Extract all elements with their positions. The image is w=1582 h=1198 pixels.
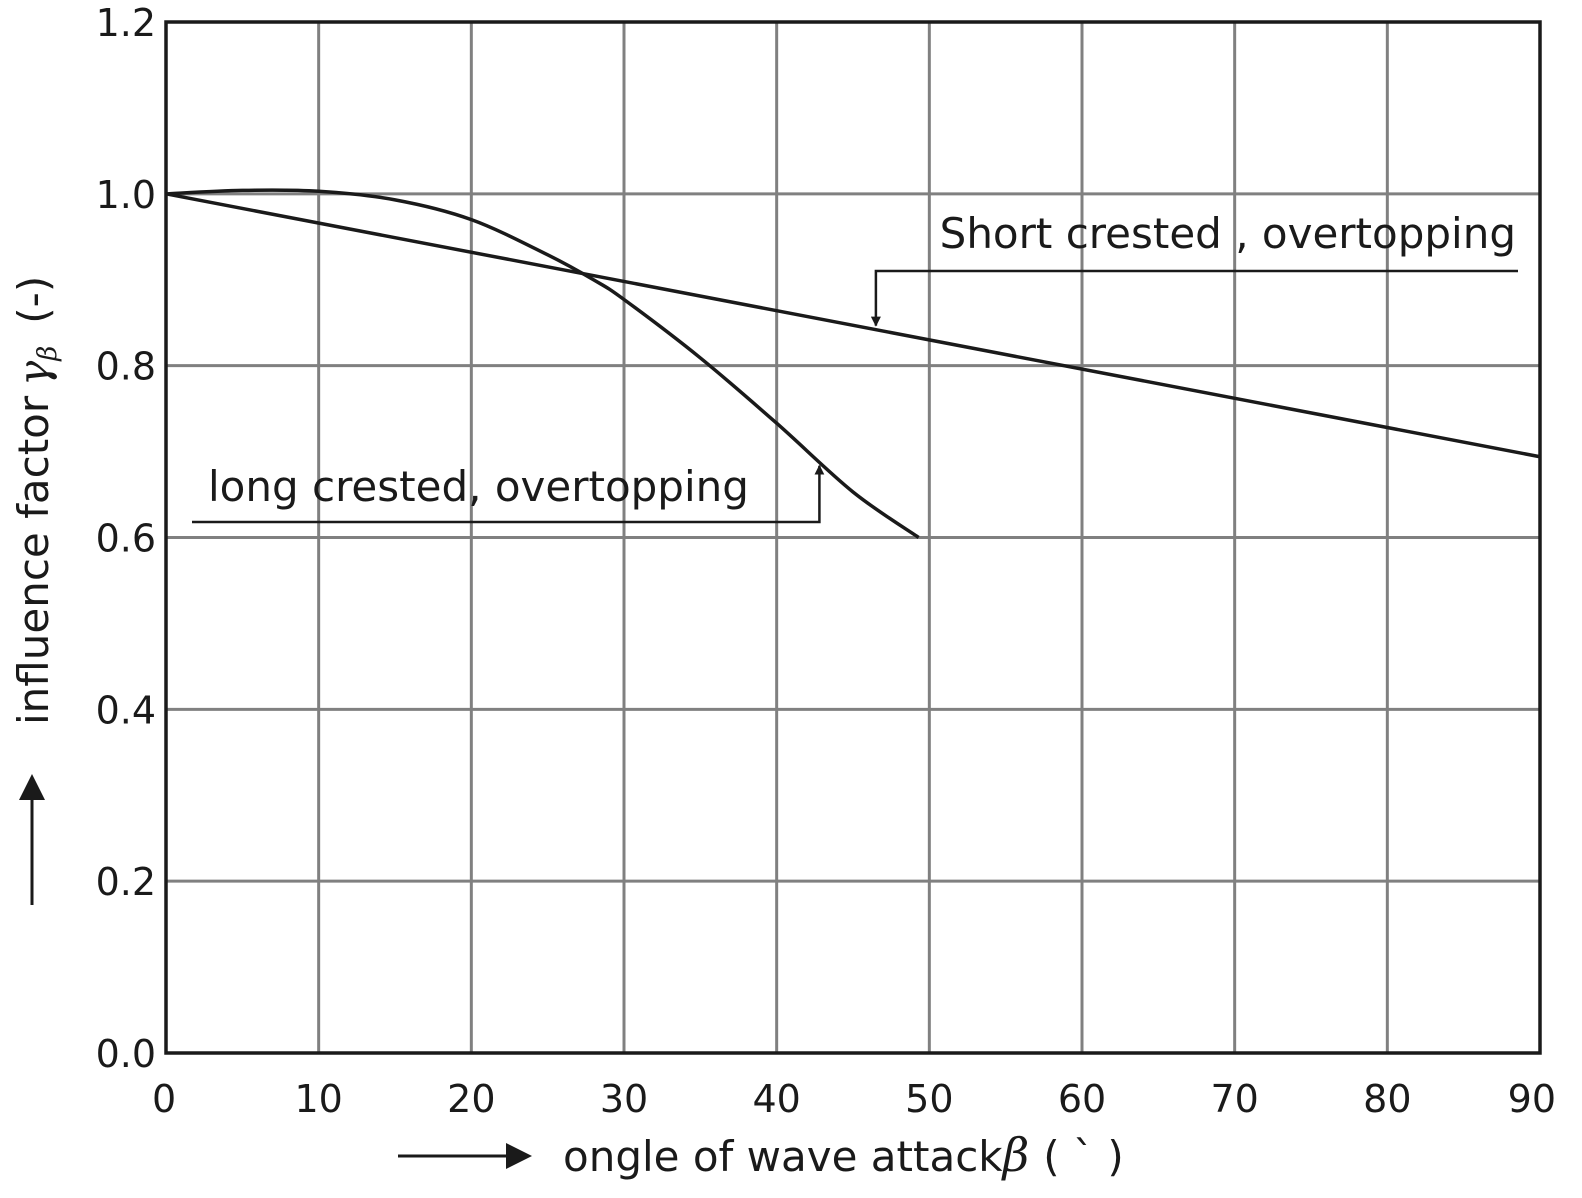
annotation-long-crested: long crested, overtopping xyxy=(208,462,749,511)
x-axis-label: ongle of wave attackβ( ` ) xyxy=(563,1128,1124,1182)
x-tick-label: 60 xyxy=(1058,1077,1106,1121)
x-tick-label: 10 xyxy=(294,1077,342,1121)
x-tick-label: 90 xyxy=(1508,1077,1556,1121)
y-axis-label: influence factorγβ(-) xyxy=(9,276,63,725)
x-tick-labels: 0 10 20 30 40 50 60 70 80 90 xyxy=(152,1077,1556,1121)
x-axis-label-group: ongle of wave attackβ( ` ) xyxy=(398,1128,1124,1182)
x-tick-label: 0 xyxy=(152,1077,176,1121)
annotation-short-crested: Short crested , overtopping xyxy=(940,209,1516,258)
series-line-1 xyxy=(165,188,920,539)
y-tick-label: 1.2 xyxy=(96,1,156,45)
x-tick-label: 30 xyxy=(600,1077,648,1121)
x-tick-label: 70 xyxy=(1210,1077,1258,1121)
y-tick-label: 1.0 xyxy=(96,173,156,217)
x-axis-arrowhead-icon xyxy=(506,1143,532,1169)
x-tick-label: 80 xyxy=(1363,1077,1411,1121)
y-axis-label-group: influence factorγβ(-) xyxy=(9,276,63,905)
annotations: Short crested , overtopping long crested,… xyxy=(192,209,1518,524)
series-line-0 xyxy=(165,192,1541,459)
y-axis-arrowhead-icon xyxy=(19,774,45,800)
series-group xyxy=(165,188,1541,539)
annotation-long-crested-arrow-icon xyxy=(192,464,825,524)
y-tick-label: 0.0 xyxy=(96,1032,156,1076)
annotation-short-crested-arrow-icon xyxy=(870,269,1518,327)
x-tick-label: 40 xyxy=(752,1077,800,1121)
y-tick-label: 0.8 xyxy=(96,345,156,389)
grid xyxy=(166,22,1540,1053)
x-tick-label: 20 xyxy=(447,1077,495,1121)
y-tick-label: 0.6 xyxy=(96,517,156,561)
x-tick-label: 50 xyxy=(905,1077,953,1121)
plot-frame xyxy=(164,20,1542,1055)
y-tick-label: 0.4 xyxy=(96,688,156,732)
y-tick-label: 0.2 xyxy=(96,860,156,904)
y-tick-labels: 0.0 0.2 0.4 0.6 0.8 1.0 1.2 xyxy=(96,1,156,1076)
